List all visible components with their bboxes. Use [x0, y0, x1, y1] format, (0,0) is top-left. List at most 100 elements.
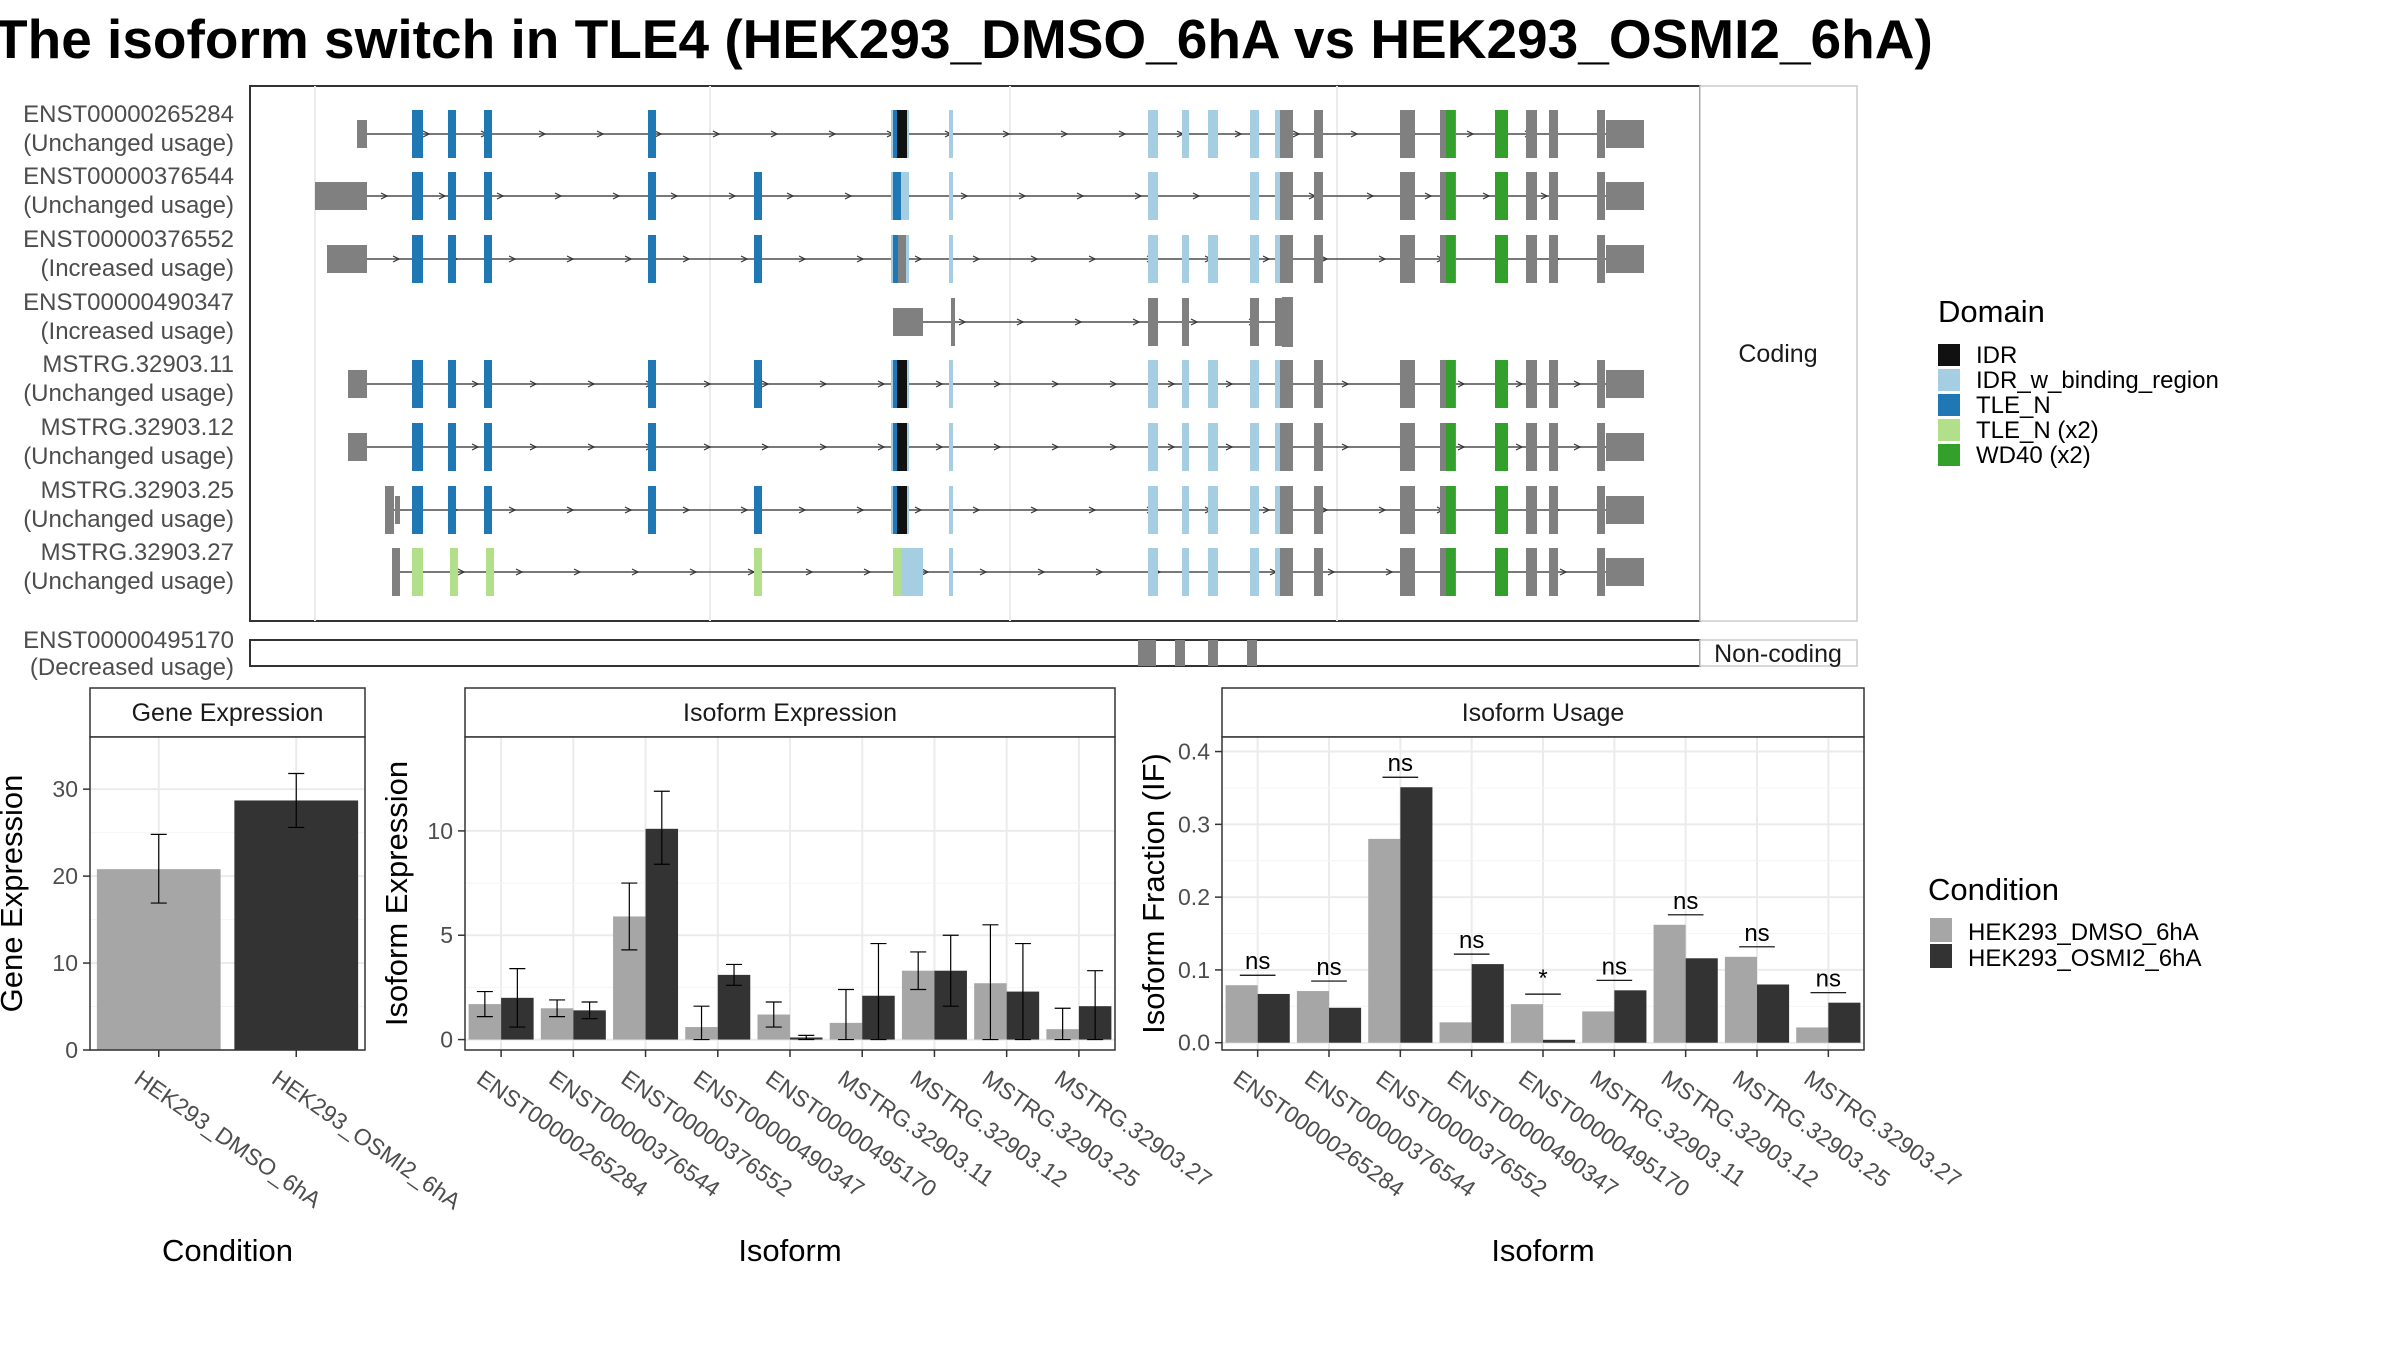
bar	[1510, 1004, 1543, 1043]
strand-arrow	[856, 255, 865, 263]
error-bar	[150, 833, 167, 904]
strand-arrow	[624, 255, 633, 263]
legend-key	[1938, 394, 1960, 416]
exon	[1400, 235, 1415, 283]
domain-exon	[1148, 423, 1158, 471]
domain-exon	[1250, 235, 1259, 283]
exon	[1280, 486, 1293, 534]
transcript-row	[1138, 640, 1257, 666]
transcript-usage: (Increased usage)	[41, 255, 234, 282]
domain-legend-title: Domain	[1938, 294, 2045, 329]
exon	[1597, 423, 1605, 471]
strand-arrow	[1573, 380, 1582, 388]
exon	[1138, 640, 1156, 666]
exon	[1247, 640, 1257, 666]
exon	[1182, 298, 1189, 346]
noncoding-strip	[1699, 639, 1858, 667]
significance-labels: ns ns ns ns * ns ns ns ns	[1239, 750, 1847, 995]
domain-exon	[1208, 486, 1218, 534]
y-tick-label: 0	[65, 1037, 78, 1063]
domain-exon	[1446, 110, 1455, 158]
strand-arrow	[728, 192, 737, 200]
transcript-row	[893, 297, 1293, 347]
error-bar	[1054, 1007, 1071, 1041]
domain-exon	[893, 172, 901, 220]
y-tick-label: 0	[440, 1027, 453, 1053]
domain-exon	[1446, 360, 1455, 408]
domain-exon	[893, 110, 899, 158]
error-bar	[549, 999, 566, 1018]
error-bar	[870, 942, 887, 1041]
domain-exon	[893, 423, 899, 471]
legend-label: HEK293_DMSO_6hA	[1968, 919, 2199, 946]
exon	[1606, 370, 1644, 398]
bar	[1796, 1027, 1829, 1043]
transcript-id: ENST00000265284	[23, 101, 234, 128]
strand-arrow	[1234, 130, 1243, 138]
domain-exon	[412, 172, 423, 220]
strand-arrow	[786, 192, 795, 200]
strand-arrow	[1018, 192, 1027, 200]
exon	[1314, 486, 1323, 534]
domain-exon	[648, 360, 656, 408]
y-axis-ticks: 0 10 20 30	[52, 776, 90, 1063]
strand-arrow	[828, 130, 837, 138]
domain-exon	[648, 235, 656, 283]
significance-label: ns	[1245, 948, 1270, 975]
bar	[1582, 1011, 1615, 1043]
transcript-id: MSTRG.32903.27	[41, 539, 234, 566]
domain-exon	[1182, 360, 1189, 408]
strand-arrow	[1095, 568, 1104, 576]
bar	[1614, 990, 1647, 1043]
strand-arrow	[1088, 506, 1097, 514]
error-bar	[726, 963, 743, 986]
strand-arrow	[1341, 443, 1350, 451]
domain-exon	[1275, 548, 1282, 596]
domain-exon	[1495, 360, 1508, 408]
strand-arrow	[624, 506, 633, 514]
transcript-usage: (Unchanged usage)	[23, 380, 234, 407]
exon	[392, 548, 400, 596]
domain-exon	[412, 235, 423, 283]
transcript-id: ENST00000495170	[23, 627, 234, 654]
exon	[1526, 486, 1537, 534]
domain-exon	[1446, 423, 1455, 471]
domain-exon	[486, 548, 494, 596]
domain-exon	[412, 360, 423, 408]
y-axis-ticks: 0.0 0.1 0.2 0.3 0.4	[1178, 739, 1222, 1056]
exon	[395, 496, 400, 524]
domain-exon	[1250, 486, 1259, 534]
strand-arrow	[1030, 255, 1039, 263]
exon	[1280, 423, 1293, 471]
strand-arrow	[1016, 318, 1025, 326]
y-axis-title: Isoform Expression	[379, 761, 414, 1026]
exon	[1314, 548, 1323, 596]
domain-exon	[1275, 423, 1282, 471]
bar	[1543, 1039, 1576, 1043]
bar	[1471, 964, 1504, 1043]
exon	[1549, 548, 1558, 596]
significance-label: *	[1538, 965, 1547, 992]
coding-panel-frame	[249, 85, 1701, 622]
x-axis-title: Isoform	[1491, 1233, 1594, 1268]
chart-panel: Isoform Expression 0 5 10 ENST00000265284ENS…	[379, 687, 1217, 1268]
domain-exon	[1250, 423, 1259, 471]
domain-exon	[1495, 172, 1508, 220]
legend-label: IDR	[1976, 342, 2017, 369]
domain-exon	[412, 486, 423, 534]
strand-arrow	[1573, 443, 1582, 451]
exon	[348, 433, 367, 461]
strand-arrow	[1559, 568, 1568, 576]
bar	[1828, 1002, 1861, 1043]
exon	[348, 370, 367, 398]
strand-arrow	[471, 380, 480, 388]
transcript-id: ENST00000376544	[23, 163, 234, 190]
x-axis-ticks: ENST00000265284ENST00000376544ENST000003…	[1229, 1050, 1966, 1202]
strand-arrow	[1482, 192, 1491, 200]
strand-arrow	[1051, 380, 1060, 388]
legend-label: WD40 (x2)	[1976, 442, 2091, 469]
strand-arrow	[1051, 443, 1060, 451]
y-tick-label: 20	[52, 863, 78, 889]
error-bar	[581, 1001, 598, 1020]
strand-arrow	[703, 380, 712, 388]
